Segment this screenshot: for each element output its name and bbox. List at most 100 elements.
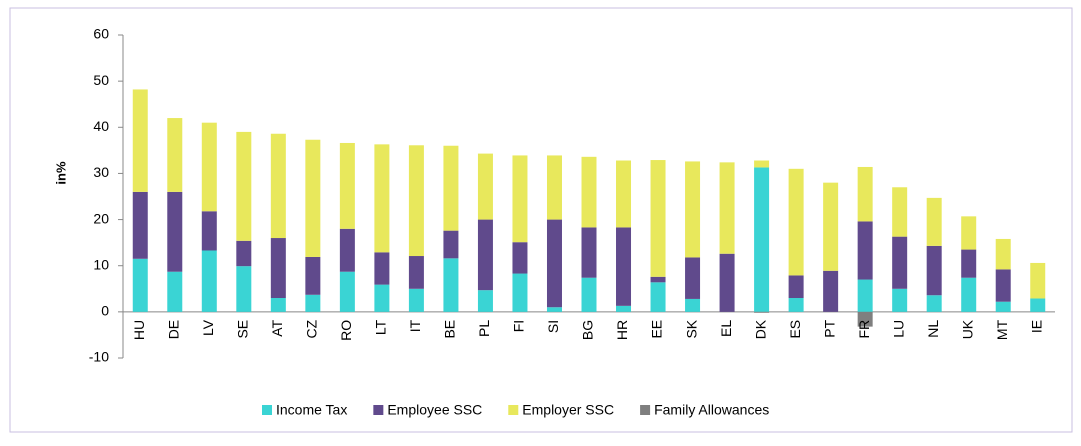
bar-segment: [477, 219, 493, 291]
bar-segment: [374, 284, 390, 312]
x-tick-label: AT: [269, 319, 285, 336]
bar-segment: [305, 256, 321, 295]
y-tick-label: 40: [93, 118, 109, 134]
legend-swatch: [640, 405, 651, 415]
bar-segment: [443, 230, 459, 259]
bar-segment: [754, 311, 770, 313]
bar-segment: [270, 133, 286, 239]
x-tick-label: IT: [407, 319, 423, 332]
bar-segment: [339, 271, 355, 312]
bar-segment: [719, 162, 735, 254]
bar-segment: [339, 228, 355, 272]
x-tick-label: NL: [925, 320, 941, 338]
legend-swatch: [508, 405, 519, 415]
x-tick-label: HU: [131, 320, 147, 340]
bar-segment: [857, 166, 873, 222]
bar-segment: [754, 160, 770, 168]
x-tick-label: DK: [752, 319, 768, 339]
bar-segment: [270, 238, 286, 299]
bar-segment: [408, 256, 424, 289]
legend-label: Income Tax: [276, 402, 347, 418]
bar-segment: [1030, 262, 1046, 299]
bar-segment: [546, 219, 562, 308]
bar-segment: [305, 139, 321, 257]
bar-segment: [581, 227, 597, 278]
x-tick-label: HR: [614, 320, 630, 340]
bar-segment: [961, 249, 977, 278]
bar-segment: [132, 191, 148, 259]
bar-segment: [477, 290, 493, 312]
bar-segment: [857, 221, 873, 280]
y-tick-label: 10: [93, 256, 109, 272]
bar-segment: [685, 298, 701, 312]
bar-segment: [650, 282, 666, 312]
bar-segment: [823, 182, 839, 271]
x-tick-label: FI: [511, 320, 527, 332]
bar-segment: [374, 144, 390, 253]
bar-segment: [892, 288, 908, 312]
bar-segment: [892, 187, 908, 237]
bar-segment: [305, 294, 321, 312]
bar-segment: [374, 252, 390, 285]
y-tick-label: 50: [93, 72, 109, 88]
y-tick-label: 0: [101, 303, 109, 319]
bar-segment: [581, 156, 597, 228]
x-tick-label: LV: [200, 319, 216, 336]
bar-segment: [719, 253, 735, 312]
bar-segment: [788, 298, 804, 312]
x-tick-label: SE: [235, 320, 251, 339]
bar-segment: [167, 191, 183, 272]
bar-segment: [201, 122, 217, 212]
x-tick-label: CZ: [304, 319, 320, 338]
bar-segment: [616, 160, 632, 228]
x-tick-label: EL: [718, 320, 734, 337]
x-tick-label: SI: [545, 320, 561, 333]
x-tick-label: LT: [373, 319, 389, 335]
y-tick-label: 20: [93, 210, 109, 226]
bar-segment: [236, 131, 252, 241]
x-tick-label: BE: [442, 320, 458, 339]
bar-segment: [236, 266, 252, 312]
bar-segment: [236, 240, 252, 267]
bar-segment: [546, 155, 562, 220]
bar-segment: [581, 277, 597, 312]
x-tick-label: MT: [994, 319, 1010, 340]
y-tick-label: -10: [89, 349, 109, 365]
legend-label: Family Allowances: [654, 402, 769, 418]
bar-segment: [961, 216, 977, 250]
bar-segment: [995, 269, 1011, 302]
x-tick-label: IE: [1028, 320, 1044, 333]
bar-segment: [512, 155, 528, 243]
bar-segment: [685, 257, 701, 299]
legend-swatch: [373, 405, 384, 415]
bar-segment: [650, 276, 666, 283]
bar-segment: [270, 298, 286, 312]
bar-segment: [788, 168, 804, 276]
x-tick-label: FR: [856, 320, 872, 339]
x-tick-label: PT: [821, 319, 837, 337]
x-tick-label: UK: [959, 319, 975, 339]
bar-segment: [546, 307, 562, 312]
bar-segment: [408, 145, 424, 257]
bar-segment: [167, 118, 183, 192]
bar-segment: [201, 211, 217, 251]
bar-segment: [616, 227, 632, 306]
y-tick-label: 60: [93, 26, 109, 42]
x-tick-label: BG: [580, 320, 596, 340]
bar-segment: [926, 295, 942, 312]
bar-segment: [132, 89, 148, 192]
bar-segment: [857, 279, 873, 312]
bar-segment: [857, 311, 873, 327]
bar-segment: [167, 271, 183, 312]
bar-segment: [443, 145, 459, 231]
bar-segment: [339, 142, 355, 229]
bar-segment: [961, 277, 977, 312]
bar-segment: [512, 273, 528, 312]
bar-segment: [616, 305, 632, 312]
bar-segment: [685, 161, 701, 258]
bar-segment: [650, 160, 666, 277]
y-axis-label: in%: [53, 161, 68, 185]
bar-segment: [823, 270, 839, 312]
bar-segment: [443, 258, 459, 312]
